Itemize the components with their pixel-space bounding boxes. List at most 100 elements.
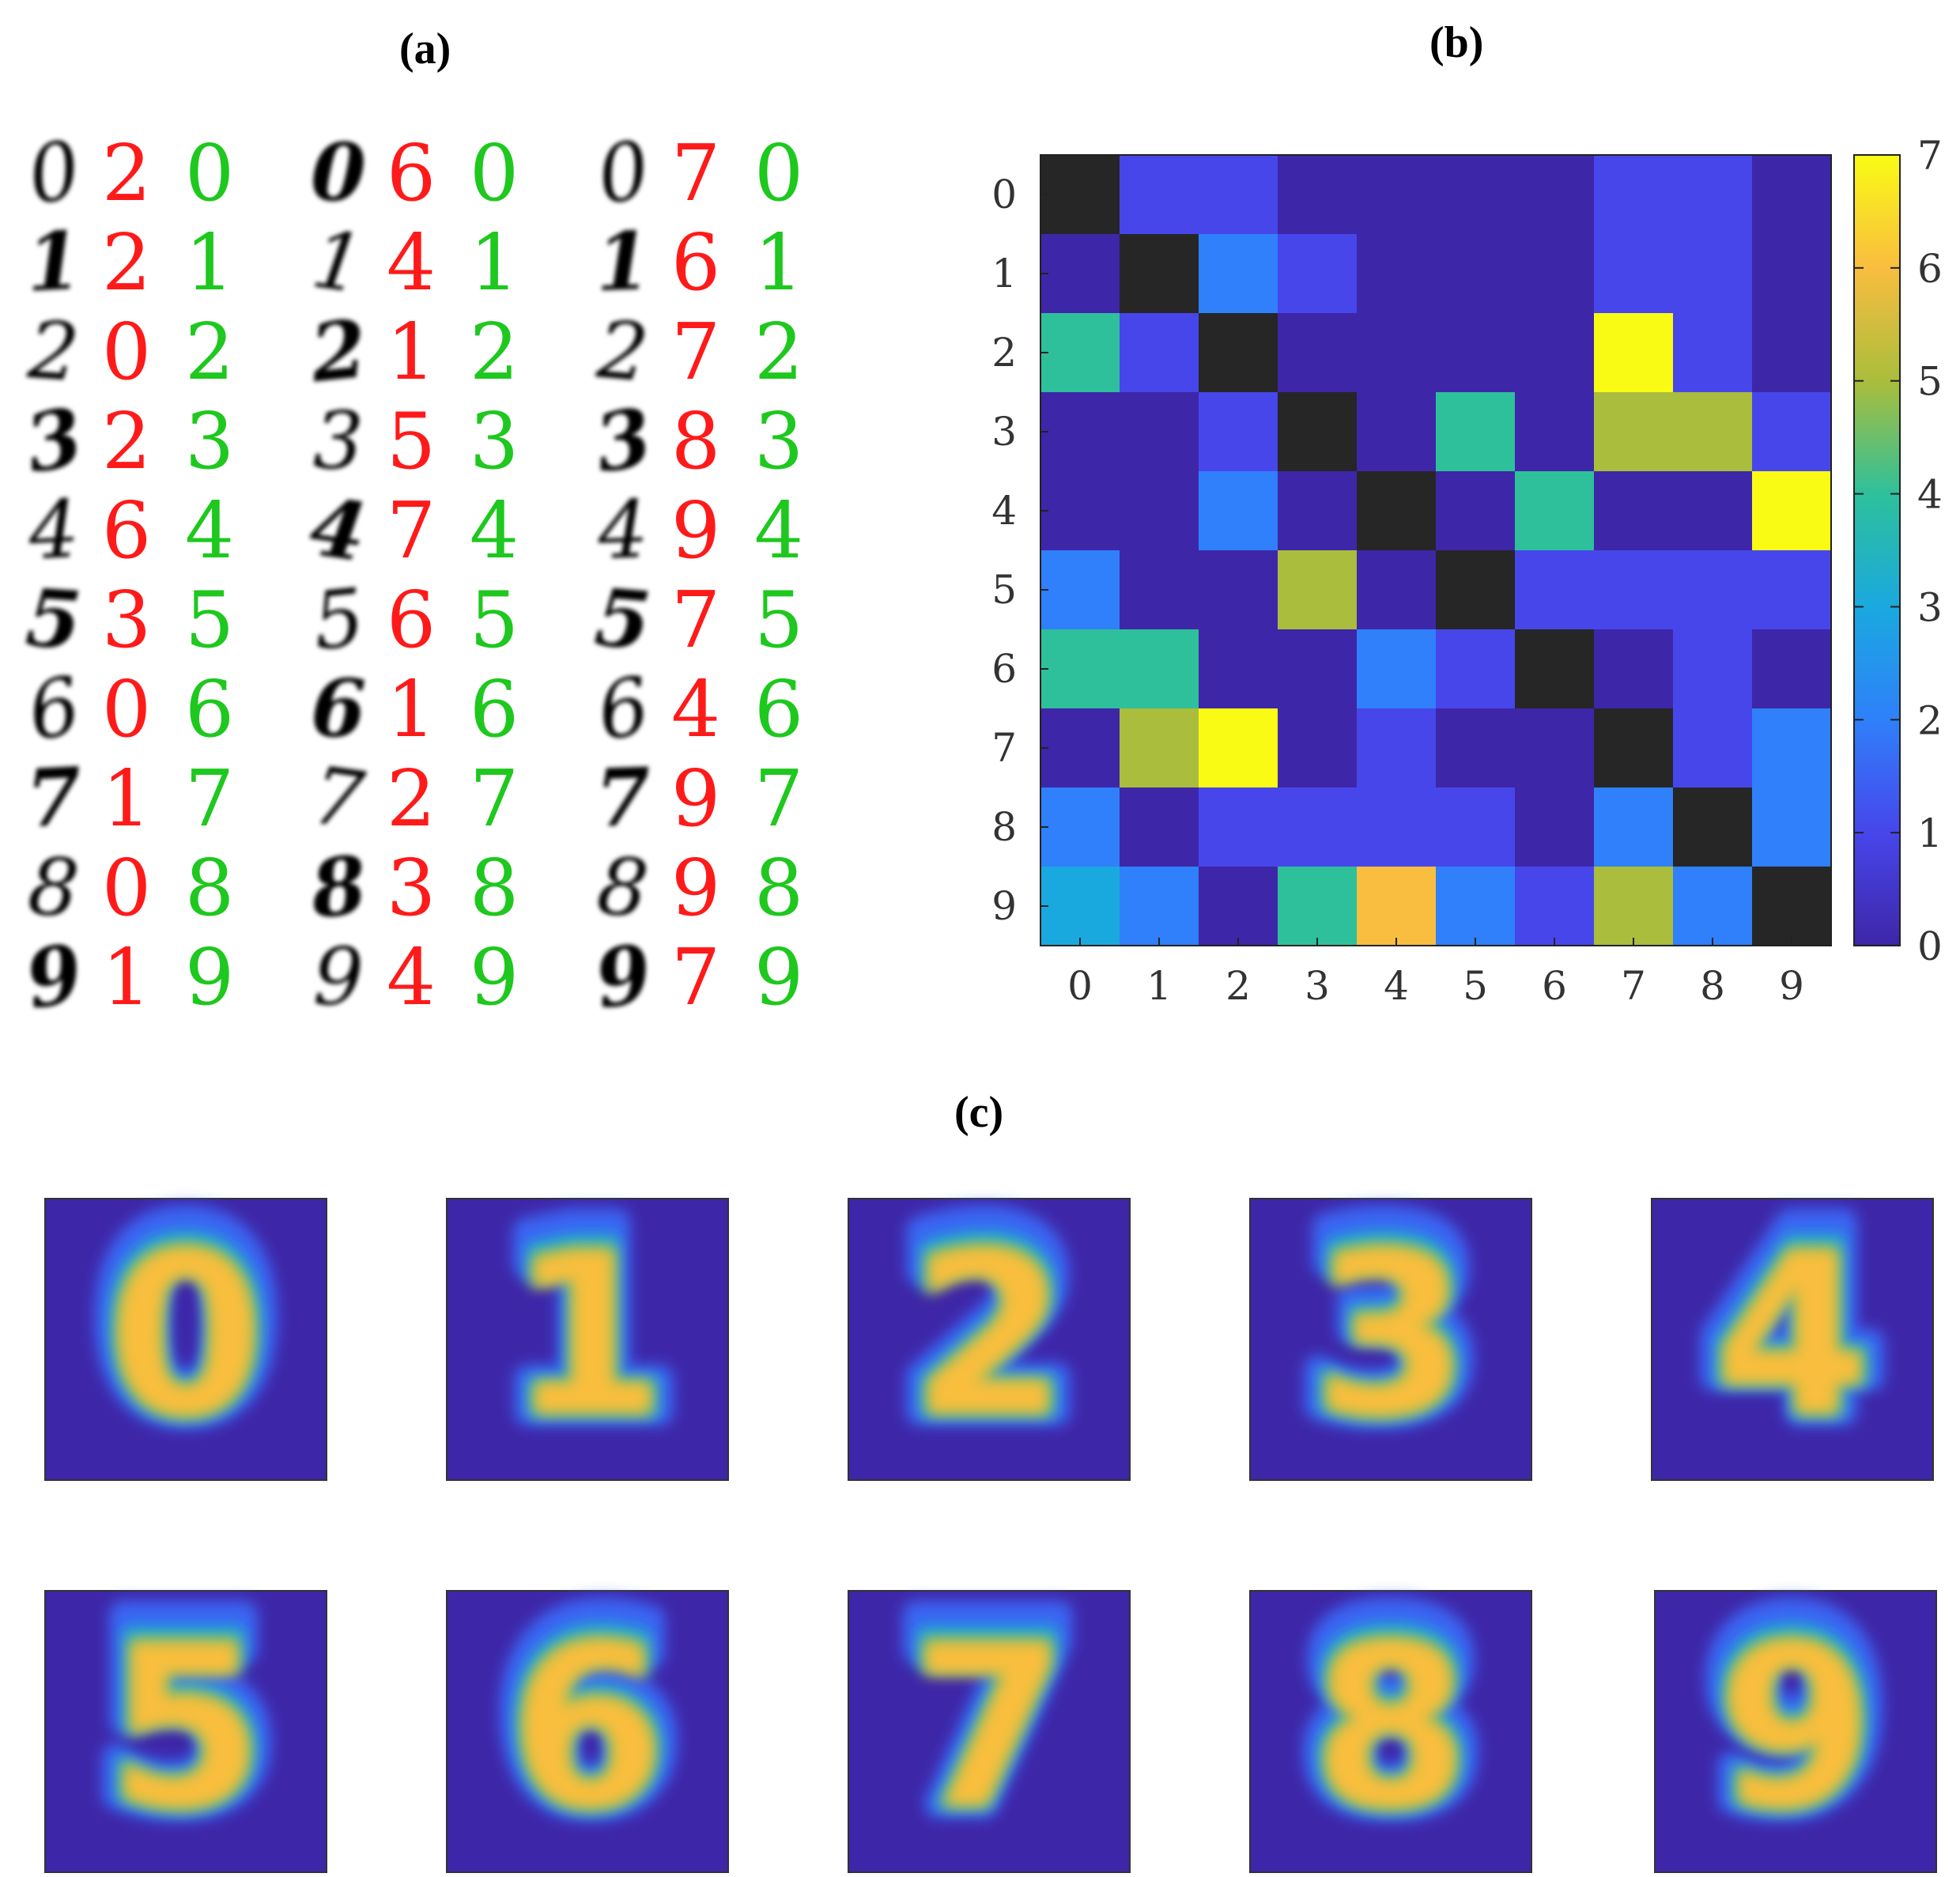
heatmap-cell <box>1515 313 1595 393</box>
handwritten-digit-image: 8 <box>25 840 82 935</box>
heatmap-cell <box>1594 550 1674 630</box>
true-label: 6 <box>470 665 519 755</box>
heatmap-cell <box>1199 708 1278 788</box>
heatmap-cell <box>1594 392 1674 472</box>
x-tick-label: 7 <box>1621 963 1646 1009</box>
heatmap-cell <box>1594 787 1674 867</box>
true-label: 0 <box>470 129 519 219</box>
y-tick-label: 7 <box>991 725 1017 771</box>
handwritten-digit-image: 6 <box>591 659 655 759</box>
heatmap-cell <box>1357 787 1437 867</box>
y-tick-label: 4 <box>991 488 1017 534</box>
heatmap-cell <box>1594 234 1674 314</box>
heatmap-cell <box>1357 708 1437 788</box>
x-tick-label: 1 <box>1146 963 1172 1009</box>
predicted-label: 0 <box>102 665 151 755</box>
heatmap-cell <box>1278 629 1358 709</box>
heatmap-cell <box>1278 155 1358 235</box>
image-glyph: 0 <box>109 1207 263 1465</box>
x-tick-label: 6 <box>1542 963 1567 1009</box>
heatmap-cell <box>1120 155 1199 235</box>
heatmap-cell <box>1120 550 1199 630</box>
heatmap-cell <box>1357 392 1437 472</box>
heatmap-cell <box>1357 629 1437 709</box>
handwritten-digit-image: 6 <box>310 661 367 755</box>
image-glyph: 6 <box>505 1584 670 1860</box>
heatmap-cell <box>1436 392 1516 472</box>
y-tick-label: 6 <box>991 646 1017 692</box>
predicted-label: 6 <box>387 129 436 219</box>
true-label: 3 <box>470 397 519 487</box>
true-label: 1 <box>185 218 234 308</box>
y-tick-label: 3 <box>991 409 1017 455</box>
handwritten-digit-image: 6 <box>21 659 87 758</box>
colorbar-tick-label: 3 <box>1917 584 1943 630</box>
image-glyph: 9 <box>1713 1584 1879 1860</box>
true-label: 1 <box>470 218 519 308</box>
heatmap-cell <box>1752 471 1832 551</box>
heatmap-cell <box>1752 708 1832 788</box>
heatmap-cell <box>1515 708 1595 788</box>
heatmap-cell <box>1436 550 1516 630</box>
handwritten-digit-image: 1 <box>594 214 652 309</box>
colorbar-tick-label: 2 <box>1917 697 1943 743</box>
handwritten-digit-image: 5 <box>591 570 655 668</box>
handwritten-digit-image: 4 <box>25 482 81 577</box>
handwritten-digit-image: 7 <box>24 750 84 845</box>
handwritten-digit-image: 3 <box>589 390 658 490</box>
image-glyph: 5 <box>104 1584 269 1860</box>
handwritten-digit-image: 5 <box>309 571 369 668</box>
heatmap-cell <box>1357 471 1437 551</box>
heatmap-cell <box>1120 471 1199 551</box>
heatmap-cell <box>1436 234 1516 314</box>
true-label: 5 <box>470 576 519 666</box>
true-label: 3 <box>754 397 803 487</box>
predicted-label: 4 <box>671 665 720 755</box>
x-tick-label: 2 <box>1225 963 1251 1009</box>
handwritten-digit-image: 3 <box>312 394 364 487</box>
colorbar-tick-label: 7 <box>1917 133 1943 179</box>
heatmap-cell <box>1752 550 1832 630</box>
heatmap-cell <box>1673 550 1753 630</box>
heatmap-cell <box>1357 155 1437 235</box>
heatmap-cell <box>1752 392 1832 472</box>
image-glyph: 2 <box>898 1170 1080 1474</box>
heatmap-cell <box>1357 234 1437 314</box>
heatmap-cell <box>1199 392 1278 472</box>
heatmap-cell <box>1120 234 1199 314</box>
heatmap-cell <box>1120 629 1199 709</box>
heatmap-cell <box>1278 392 1358 472</box>
y-tick-label: 0 <box>991 172 1017 217</box>
heatmap-cell <box>1199 787 1278 867</box>
heatmap-cell <box>1120 867 1199 946</box>
y-tick-label: 2 <box>991 330 1017 376</box>
image-glyph: 9 <box>1717 1596 1874 1858</box>
handwritten-digit-image: 7 <box>594 750 652 845</box>
true-label: 9 <box>470 933 519 1023</box>
heatmap-cell <box>1357 867 1437 946</box>
heatmap-cell <box>1278 234 1358 314</box>
predicted-label: 6 <box>102 486 151 576</box>
handwritten-digit-image: 3 <box>19 390 89 491</box>
panel-label-a: (a) <box>399 25 451 74</box>
heatmap-cell <box>1594 155 1674 235</box>
true-label: 6 <box>185 665 234 755</box>
handwritten-digit-image: 0 <box>21 123 87 222</box>
true-label: 0 <box>754 129 803 219</box>
x-tick-label: 0 <box>1067 963 1093 1009</box>
predicted-label: 2 <box>102 218 151 308</box>
true-label: 2 <box>754 308 803 398</box>
handwritten-digit-image: 9 <box>19 926 89 1027</box>
handwritten-digit-image: 2 <box>25 304 82 399</box>
heatmap-cell <box>1199 313 1278 393</box>
heatmap-cell <box>1673 787 1753 867</box>
heatmap-frame <box>1040 154 1832 946</box>
heatmap-cell <box>1673 629 1753 709</box>
image-glyph: 8 <box>1314 1599 1468 1857</box>
